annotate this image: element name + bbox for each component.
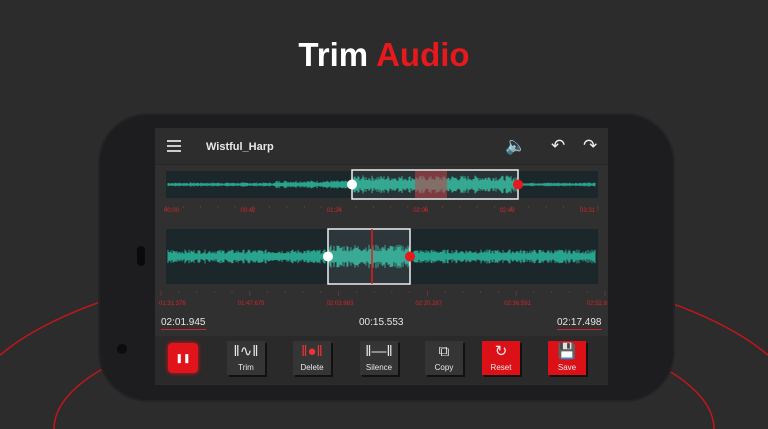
trim-icon: ‖∿‖: [233, 343, 259, 360]
tick-label: 02:49: [499, 208, 515, 214]
reset-button[interactable]: ↻ Reset: [482, 341, 520, 375]
pause-button[interactable]: ❚❚: [168, 343, 198, 373]
tick-label: 00:00: [164, 208, 180, 214]
app-screen: Wistful_Harp 🔈 ↶ ↷ 00:00 00:42 01:24 02:06 0…: [155, 128, 608, 385]
hamburger-icon[interactable]: [167, 140, 181, 152]
phone-camera: [117, 344, 127, 354]
silence-button[interactable]: ‖—‖ Silence: [360, 341, 398, 375]
headline: Trim Audio: [298, 36, 470, 73]
redo-icon[interactable]: ↷: [583, 136, 598, 155]
pause-icon: ❚❚: [175, 353, 191, 363]
file-name: Wistful_Harp: [206, 141, 274, 153]
overview-waveform[interactable]: [155, 165, 608, 225]
tick-label: 01:31.376: [159, 301, 186, 307]
selection-box: [351, 169, 519, 200]
top-bar: Wistful_Harp 🔈 ↶ ↷: [155, 128, 608, 165]
playback-region: [415, 171, 447, 198]
tick-label: 03:31: [580, 208, 596, 214]
save-button[interactable]: 💾 Save: [548, 341, 586, 375]
delete-icon: ‖●‖: [301, 343, 323, 360]
end-time[interactable]: 02:17.498: [557, 317, 602, 330]
tick-label: 01:24: [326, 208, 342, 214]
delete-button[interactable]: ‖●‖ Delete: [293, 341, 331, 375]
waveform-path: [167, 175, 596, 194]
reset-icon: ↻: [494, 343, 508, 360]
tick-label: 02:03.983: [326, 301, 354, 307]
speaker-icon[interactable]: 🔈: [505, 136, 527, 155]
end-handle[interactable]: [405, 251, 415, 262]
selection-box: [327, 228, 411, 285]
tick-label: 02:36.591: [504, 301, 531, 307]
tick-label: 02:06: [413, 208, 429, 214]
toolbar: ❚❚ ‖∿‖ Trim ‖●‖ Delete ‖—‖ Silence ⧉ Copy ↻ R…: [155, 336, 608, 385]
tick-label: 00:42: [240, 208, 256, 214]
tick-label: 02:20.287: [415, 301, 443, 307]
tick-label: 01:47.679: [237, 301, 265, 307]
save-icon: 💾: [557, 343, 577, 360]
phone-speaker: [137, 246, 145, 266]
end-handle[interactable]: [513, 179, 523, 190]
detail-waveform[interactable]: [155, 225, 608, 313]
copy-button[interactable]: ⧉ Copy: [425, 341, 463, 375]
undo-icon[interactable]: ↶: [551, 136, 566, 155]
start-handle[interactable]: [347, 179, 357, 190]
silence-icon: ‖—‖: [365, 343, 393, 360]
copy-icon: ⧉: [438, 343, 450, 360]
start-time[interactable]: 02:01.945: [161, 317, 206, 330]
trim-button[interactable]: ‖∿‖ Trim: [227, 341, 265, 375]
duration: 00:15.553: [359, 317, 404, 328]
tick-label: 02:52.8: [587, 301, 608, 307]
start-handle[interactable]: [323, 251, 333, 262]
